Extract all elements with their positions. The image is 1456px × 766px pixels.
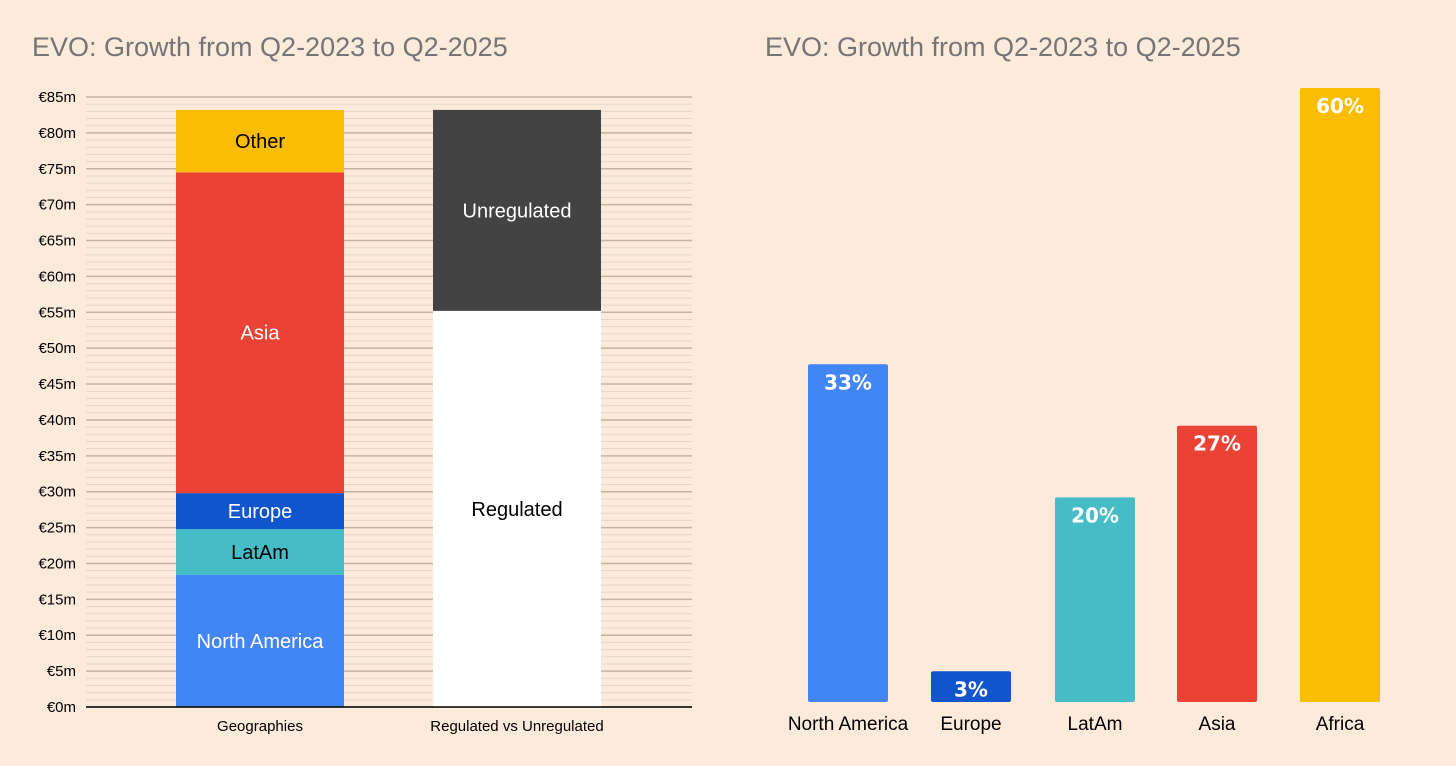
stack-segment bbox=[176, 172, 344, 494]
y-tick-label: €35m bbox=[38, 448, 76, 465]
segment-label: North America bbox=[197, 631, 325, 653]
segment-label: Asia bbox=[241, 323, 281, 345]
stack-segment bbox=[176, 493, 344, 530]
x-tick-label: LatAm bbox=[1068, 714, 1123, 735]
y-tick-label: €15m bbox=[38, 591, 76, 608]
right-chart: 33% North America 3% Europe 20% LatAm 27% Asia 6… bbox=[788, 88, 1380, 735]
x-tick-label: Asia bbox=[1199, 714, 1236, 735]
bar-data-label: 60% bbox=[1316, 94, 1364, 118]
segment-label: LatAm bbox=[231, 542, 289, 564]
y-tick-label: €75m bbox=[38, 161, 76, 178]
bar-data-label: 33% bbox=[824, 370, 872, 394]
bar bbox=[1177, 425, 1257, 702]
stack-segment bbox=[433, 310, 601, 707]
y-tick-label: €60m bbox=[38, 268, 76, 285]
bar-data-label: 3% bbox=[954, 677, 988, 701]
y-tick-label: €30m bbox=[38, 484, 76, 501]
x-tick-label: Africa bbox=[1316, 714, 1365, 735]
y-tick-label: €85m bbox=[38, 89, 76, 106]
left-chart-title: EVO: Growth from Q2-2023 to Q2-2025 bbox=[32, 32, 508, 62]
x-tick-label: Regulated vs Unregulated bbox=[430, 718, 603, 735]
y-tick-label: €10m bbox=[38, 627, 76, 644]
stack-segment bbox=[176, 109, 344, 173]
y-tick-label: €5m bbox=[47, 663, 76, 680]
stack-segment bbox=[433, 109, 601, 311]
y-tick-label: €80m bbox=[38, 125, 76, 142]
segment-label: Unregulated bbox=[463, 200, 572, 222]
bar-data-label: 27% bbox=[1193, 432, 1241, 456]
x-tick-label: Geographies bbox=[217, 718, 303, 735]
y-tick-label: €50m bbox=[38, 340, 76, 357]
x-tick-label: Europe bbox=[940, 714, 1001, 735]
y-tick-label: €40m bbox=[38, 412, 76, 429]
bar bbox=[808, 364, 888, 702]
y-tick-label: €45m bbox=[38, 376, 76, 393]
stack-segment bbox=[176, 574, 344, 707]
bar-data-label: 20% bbox=[1071, 503, 1119, 527]
left-chart: €0m €5m €10m €15m €20m €25m €30m €35m €40m €45m €5… bbox=[38, 89, 692, 735]
bar bbox=[931, 671, 1011, 702]
segment-label: Other bbox=[235, 131, 285, 153]
y-tick-label: €20m bbox=[38, 555, 76, 572]
bar bbox=[1055, 497, 1135, 702]
stack-segment bbox=[176, 529, 344, 575]
segment-label: Regulated bbox=[471, 499, 562, 521]
y-tick-label: €25m bbox=[38, 520, 76, 537]
bar bbox=[1300, 88, 1380, 702]
y-tick-label: €70m bbox=[38, 197, 76, 214]
y-tick-label: €0m bbox=[47, 699, 76, 716]
right-chart-title: EVO: Growth from Q2-2023 to Q2-2025 bbox=[765, 32, 1241, 62]
y-tick-label: €55m bbox=[38, 304, 76, 321]
x-tick-label: North America bbox=[788, 714, 909, 735]
y-tick-label: €65m bbox=[38, 233, 76, 250]
segment-label: Europe bbox=[228, 501, 293, 523]
